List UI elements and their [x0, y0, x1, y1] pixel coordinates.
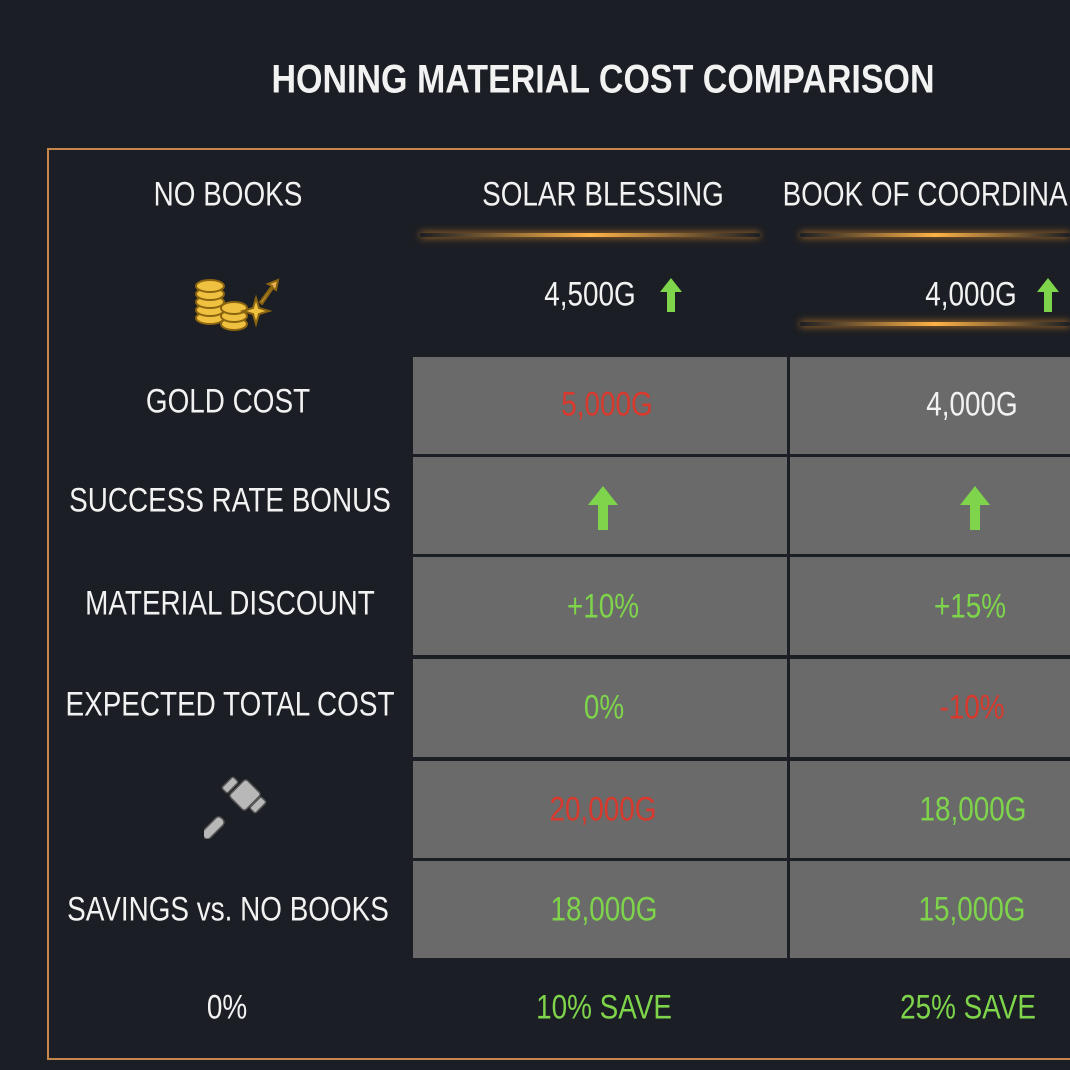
no-books-save-percent: 0% — [206, 988, 248, 1027]
header-glow — [800, 322, 1070, 326]
table-cell — [790, 457, 1070, 554]
solar-savings: 18,000G — [550, 890, 658, 929]
table-cell — [790, 761, 1070, 858]
table-cell — [413, 659, 787, 757]
solar-hammer-cost: 20,000G — [549, 790, 657, 829]
row-label-expected-total-cost: EXPECTED TOTAL COST — [65, 685, 395, 724]
coord-material-discount: +15% — [933, 587, 1007, 626]
column-header-solar-blessing: SOLAR BLESSING — [482, 175, 724, 214]
arrow-up-icon — [588, 486, 618, 530]
gold-coins-icon — [195, 278, 280, 331]
row-label-savings: SAVINGS vs. NO BOOKS — [67, 890, 389, 929]
coord-expected-total-cost: -10% — [939, 688, 1005, 727]
table-cell — [790, 659, 1070, 757]
arrow-up-icon — [660, 278, 682, 312]
solar-save-percent: 10% SAVE — [536, 988, 672, 1027]
coord-savings: 15,000G — [918, 890, 1026, 929]
column-header-book-of-coordination: BOOK OF COORDINA — [782, 175, 1068, 214]
coord-gold-cost: 4,000G — [926, 385, 1018, 424]
row-label-material-discount: MATERIAL DISCOUNT — [85, 584, 375, 623]
table-frame — [47, 148, 1070, 1060]
coord-hammer-cost: 18,000G — [919, 790, 1027, 829]
arrow-up-icon — [960, 486, 990, 530]
table-cell — [413, 357, 787, 454]
table-cell — [413, 761, 787, 858]
solar-material-discount: +10% — [566, 587, 640, 626]
solar-top-cost: 4,500G — [544, 275, 636, 314]
table-cell — [413, 557, 787, 655]
coord-save-percent: 25% SAVE — [900, 988, 1036, 1027]
table-cell — [790, 861, 1070, 958]
header-glow — [420, 233, 760, 237]
coord-top-cost: 4,000G — [925, 275, 1017, 314]
table-cell — [790, 357, 1070, 454]
solar-expected-total-cost: 0% — [583, 688, 625, 727]
arrow-up-icon — [1037, 278, 1059, 312]
solar-gold-cost: 5,000G — [561, 385, 653, 424]
table-cell — [790, 557, 1070, 655]
header-glow — [800, 233, 1070, 237]
table-cell — [413, 861, 787, 958]
hammer-icon — [204, 776, 267, 839]
column-header-no-books: NO BOOKS — [153, 175, 303, 214]
row-label-gold-cost: GOLD COST — [145, 382, 311, 421]
page-title: HONING MATERIAL COST COMPARISON — [271, 57, 935, 102]
row-label-success-rate-bonus: SUCCESS RATE BONUS — [69, 481, 391, 520]
